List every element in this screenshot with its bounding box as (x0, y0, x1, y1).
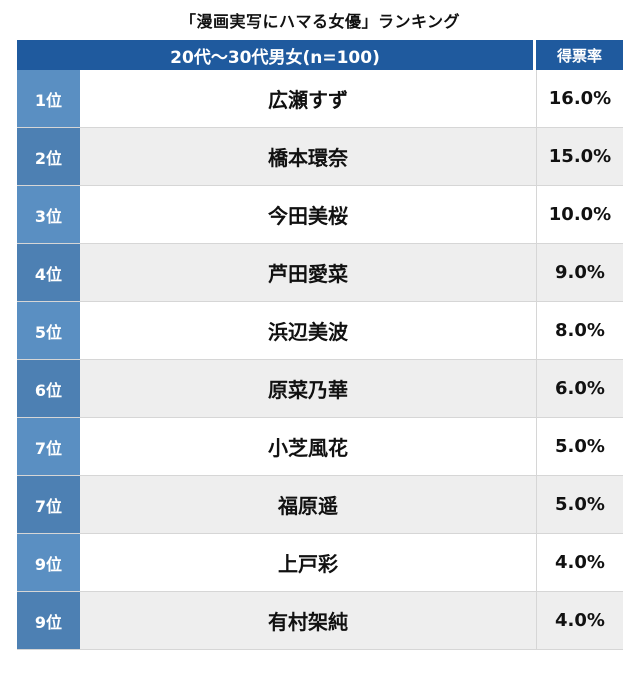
ranking-title: 「漫画実写にハマる女優」ランキング (179, 12, 461, 31)
table-row: 4位 芦田愛菜 9.0% (17, 244, 623, 302)
header-rate-label: 得票率 (536, 40, 623, 70)
actress-name-cell: 原菜乃華 (80, 360, 536, 417)
rank-cell: 1位 (17, 70, 80, 127)
table-row: 7位 福原遥 5.0% (17, 476, 623, 534)
vote-rate-cell: 4.0% (536, 592, 623, 649)
rank-cell: 9位 (17, 592, 80, 649)
rank-cell: 2位 (17, 128, 80, 185)
table-row: 1位 広瀬すず 16.0% (17, 70, 623, 128)
vote-rate-cell: 9.0% (536, 244, 623, 301)
vote-rate-cell: 16.0% (536, 70, 623, 127)
rank-cell: 6位 (17, 360, 80, 417)
actress-name-cell: 福原遥 (80, 476, 536, 533)
table-row: 5位 浜辺美波 8.0% (17, 302, 623, 360)
rank-cell: 9位 (17, 534, 80, 591)
header-group-label: 20代〜30代男女(n=100) (17, 40, 533, 70)
table-row: 6位 原菜乃華 6.0% (17, 360, 623, 418)
vote-rate-cell: 5.0% (536, 476, 623, 533)
table-row: 7位 小芝風花 5.0% (17, 418, 623, 476)
table-header: 20代〜30代男女(n=100) 得票率 (17, 40, 623, 70)
table-row: 9位 上戸彩 4.0% (17, 534, 623, 592)
actress-name-cell: 上戸彩 (278, 552, 338, 576)
vote-rate-cell: 15.0% (536, 128, 623, 185)
actress-name-cell: 橋本環奈 (80, 128, 536, 185)
vote-rate-cell: 6.0% (536, 360, 623, 417)
vote-rate-cell: 5.0% (536, 418, 623, 475)
table-row: 9位 有村架純 4.0% (17, 592, 623, 650)
actress-name-cell: 芦田愛菜 (80, 244, 536, 301)
actress-name-cell: 小芝風花 (268, 436, 348, 460)
rank-cell: 7位 (17, 418, 80, 475)
vote-rate-cell: 10.0% (536, 186, 623, 243)
actress-name-cell: 浜辺美波 (268, 320, 348, 344)
vote-rate-cell: 4.0% (536, 534, 623, 591)
vote-rate-cell: 8.0% (536, 302, 623, 359)
actress-name-cell: 有村架純 (80, 592, 536, 649)
rank-cell: 5位 (17, 302, 80, 359)
table-body: 1位 広瀬すず 16.0% 2位 橋本環奈 15.0% 3位 今田美桜 10.0% 4位 芦田愛菜 9… (17, 70, 623, 650)
table-row: 3位 今田美桜 10.0% (17, 186, 623, 244)
rank-cell: 4位 (17, 244, 80, 301)
actress-name-cell: 今田美桜 (268, 204, 348, 228)
ranking-table: 20代〜30代男女(n=100) 得票率 1位 広瀬すず 16.0% 2位 橋本環奈 15… (17, 40, 623, 650)
rank-cell: 7位 (17, 476, 80, 533)
actress-name-cell: 広瀬すず (268, 88, 348, 112)
rank-cell: 3位 (17, 186, 80, 243)
table-row: 2位 橋本環奈 15.0% (17, 128, 623, 186)
